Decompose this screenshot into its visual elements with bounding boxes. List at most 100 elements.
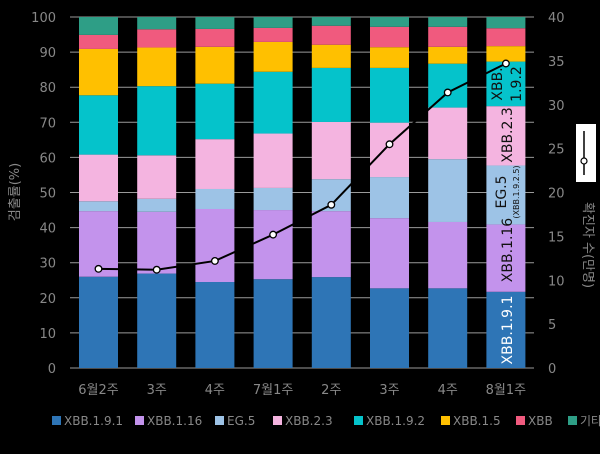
- bar-segment-XBB: [486, 28, 526, 47]
- y2-tick-label: 5: [548, 318, 556, 333]
- y2-tick-label: 20: [548, 187, 565, 202]
- bar-segment-XBB.1.16: [370, 218, 409, 289]
- x-tick-label: 8월1주: [486, 383, 527, 398]
- legend-label: XBB.1.9.2: [366, 414, 425, 428]
- bar-segment-XBB.1.5: [253, 41, 293, 72]
- y-tick-label: 60: [39, 151, 56, 166]
- y-tick-label: 90: [39, 46, 56, 61]
- bar-segment-XBB.1.5: [79, 48, 118, 96]
- bar-segment-XBB.1.9.1: [486, 291, 526, 368]
- bar-segment-XBB.1.9.2: [195, 83, 235, 140]
- line-point: [327, 200, 336, 209]
- annotation-eg5-sub: (XBB.1.9.2.5): [512, 165, 521, 218]
- bar-segment-XBB.1.5: [195, 46, 235, 84]
- bar-segment-XBB.1.5: [486, 46, 526, 62]
- bar-segment-기타: [370, 17, 409, 27]
- bar-segment-기타: [486, 17, 526, 29]
- legend-swatch: [135, 416, 144, 425]
- bar-segment-XBB: [195, 28, 235, 47]
- line-legend-box: [576, 124, 596, 182]
- y2-tick-label: 35: [548, 55, 565, 70]
- bar-segment-EG.5: [370, 177, 409, 219]
- line-legend: [576, 124, 596, 182]
- y-axis-label: 검출률(%): [8, 163, 23, 221]
- bar-segment-XBB.2.3: [79, 154, 118, 202]
- bar-segment-기타: [137, 17, 177, 30]
- bar-segment-XBB.1.16: [253, 210, 293, 280]
- x-tick-label: 6월2주: [78, 383, 119, 398]
- bar-segment-XBB.1.9.1: [253, 279, 293, 368]
- y2-tick-label: 30: [548, 99, 565, 114]
- y-tick-label: 30: [39, 257, 56, 272]
- legend-label: XBB.1.16: [147, 414, 202, 428]
- annotation-xbb23: XBB.2.3: [500, 107, 516, 163]
- y2-tick-label: 0: [548, 362, 556, 377]
- bar-segment-EG.5: [79, 201, 118, 212]
- bar-segment-기타: [195, 17, 235, 29]
- y-tick-label: 20: [39, 292, 56, 307]
- y2-tick-label: 10: [548, 274, 565, 289]
- line-point: [94, 264, 103, 273]
- legend: XBB.1.9.1 XBB.1.16 EG.5 XBB.2.3 XBB.1.9.2 XBB…: [52, 414, 600, 428]
- line-point: [210, 256, 219, 265]
- confirmed-cases-line: [94, 59, 510, 274]
- bar-segment-XBB.2.3: [486, 106, 526, 166]
- bar-annotations: XBB.1.9.1 XBB.1.16 EG.5 (XBB.1.9.2.5) XB…: [490, 66, 525, 364]
- bar-segment-XBB.1.5: [428, 46, 468, 64]
- bar-segment-XBB.1.9.2: [370, 67, 409, 123]
- tick-labels: 0 10 20 30 40 50 60 70 80 90 100 0 5 10 15 20 25 30 35 40 6월…: [31, 11, 564, 398]
- bar-segment-XBB.1.5: [311, 44, 351, 68]
- annotation-xbb192-b: 1.9.2: [509, 66, 525, 102]
- legend-swatch: [215, 416, 224, 425]
- bar-segment-XBB.1.9.2: [137, 86, 177, 156]
- annotation-eg5: EG.5: [494, 175, 510, 208]
- legend-label: XBB.1.9.1: [64, 414, 123, 428]
- bar-segment-XBB.1.16: [428, 221, 468, 289]
- line-point: [443, 88, 452, 97]
- bar-segment-기타: [79, 17, 118, 35]
- bar-segment-XBB.1.9.2: [253, 71, 293, 134]
- line-path: [98, 62, 507, 271]
- legend-label: XBB.1.5: [453, 414, 501, 428]
- line-point: [152, 265, 161, 274]
- x-tick-label: 7월1주: [253, 383, 294, 398]
- y-tick-label: 100: [31, 11, 56, 26]
- annotation-xbb192-a: XBB.: [490, 67, 506, 100]
- legend-label: 기타: [580, 414, 600, 428]
- bar-segment-EG.5: [428, 159, 468, 222]
- bar-segment-XBB.1.16: [195, 208, 235, 283]
- bar-segment-XBB.2.3: [195, 139, 235, 189]
- legend-label: XBB: [528, 414, 553, 428]
- y-tick-label: 50: [39, 187, 56, 202]
- bar-segment-EG.5: [195, 188, 235, 209]
- y-tick-label: 70: [39, 116, 56, 131]
- x-tick-label: 3주: [379, 383, 399, 398]
- x-tick-label: 3주: [147, 383, 167, 398]
- bar-segment-XBB.1.9.1: [195, 282, 235, 368]
- y2-tick-label: 15: [548, 230, 565, 245]
- legend-swatch: [52, 416, 61, 425]
- bar-segment-XBB.1.16: [311, 211, 351, 278]
- line-point: [269, 230, 278, 239]
- legend-swatch: [441, 416, 450, 425]
- bar-segment-기타: [311, 17, 351, 26]
- legend-swatch: [354, 416, 363, 425]
- line-point: [501, 59, 510, 68]
- annotation-xbb191: XBB.1.9.1: [500, 296, 516, 365]
- bar-segment-XBB.1.9.2: [79, 95, 118, 155]
- bar-segment-EG.5: [253, 187, 293, 211]
- bar-segment-XBB.1.5: [370, 47, 409, 68]
- y2-tick-label: 40: [548, 11, 565, 26]
- legend-label: EG.5: [227, 414, 255, 428]
- legend-swatch: [273, 416, 282, 425]
- legend-label: XBB.2.3: [285, 414, 333, 428]
- bar-segment-XBB.1.9.1: [370, 288, 409, 368]
- bar-segment-XBB.1.9.2: [311, 67, 351, 122]
- y-tick-label: 80: [39, 81, 56, 96]
- x-tick-label: 4주: [438, 383, 458, 398]
- line-legend-marker: [580, 157, 588, 165]
- bar-segment-XBB.1.5: [137, 47, 177, 87]
- x-tick-label: 4주: [205, 383, 225, 398]
- bar-segment-XBB: [137, 29, 177, 48]
